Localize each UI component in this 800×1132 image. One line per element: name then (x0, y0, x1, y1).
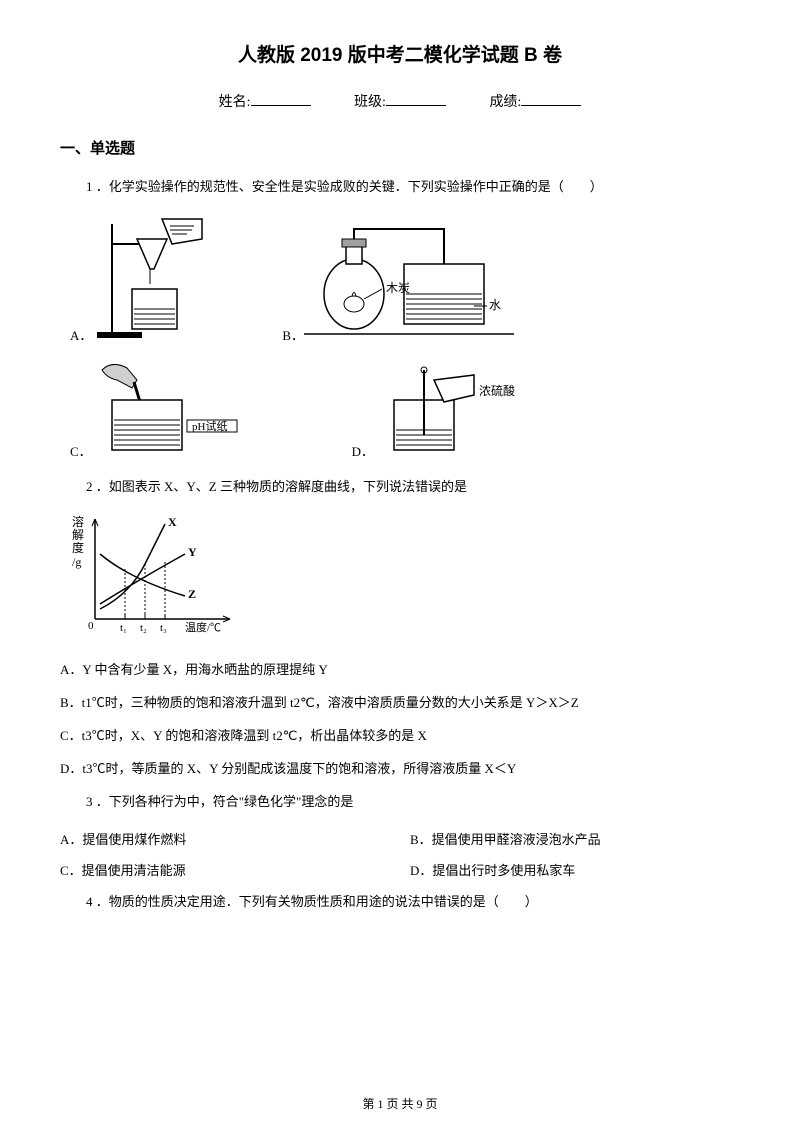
q1-label-a: A． (70, 325, 92, 344)
svg-text:木炭: 木炭 (386, 281, 410, 295)
q3-opt-b: B．提倡使用甲醛溶液浸泡水产品 (410, 829, 601, 848)
svg-text:溶: 溶 (72, 514, 84, 529)
q1-opt-b: B． 木炭 水 (282, 224, 514, 344)
q1-img-a (92, 214, 222, 344)
q2-opt-b: B．t1℃时，三种物质的饱和溶液升温到 t2℃，溶液中溶质质量分数的大小关系是 … (60, 693, 740, 714)
q1-text: 1 ．化学实验操作的规范性、安全性是实验成败的关键．下列实验操作中正确的是（ ） (60, 176, 740, 198)
svg-text:t₂: t₂ (140, 622, 147, 634)
q1-label-c: C． (70, 441, 92, 460)
q2-chart: 溶 解 度 /g 0 t₁ t₂ t₃ 温度/℃ X Y Z (70, 514, 740, 644)
q3-opt-a: A．提倡使用煤作燃料 (60, 829, 350, 848)
score-label: 成绩: (489, 95, 521, 110)
svg-text:0: 0 (88, 620, 94, 632)
q1-row1: A． B． (70, 214, 740, 344)
svg-text:Z: Z (188, 587, 196, 601)
q2-opt-a: A．Y 中含有少量 X，用海水晒盐的原理提纯 Y (60, 660, 740, 681)
svg-text:pH试纸: pH试纸 (192, 420, 227, 433)
q3-row1: A．提倡使用煤作燃料 B．提倡使用甲醛溶液浸泡水产品 (60, 829, 740, 848)
page-title: 人教版 2019 版中考二模化学试题 B 卷 (60, 40, 740, 67)
svg-text:度: 度 (72, 540, 84, 555)
class-label: 班级: (354, 95, 386, 110)
q3-opt-d: D．提倡出行时多使用私家车 (410, 860, 575, 879)
q1-label-b: B． (282, 325, 304, 344)
q4-text: 4 ．物质的性质决定用途．下列有关物质性质和用途的说法中错误的是（ ） (60, 891, 740, 913)
q1-img-d: 浓硫酸 (374, 360, 524, 460)
name-label: 姓名: (219, 95, 251, 110)
q3-opt-c: C．提倡使用清洁能源 (60, 860, 350, 879)
q3-text: 3 ．下列各种行为中，符合"绿色化学"理念的是 (60, 791, 740, 813)
q2-text: 2 ．如图表示 X、Y、Z 三种物质的溶解度曲线，下列说法错误的是 (60, 476, 740, 498)
score-blank (521, 105, 581, 106)
svg-text:X: X (168, 515, 177, 529)
svg-text:t₃: t₃ (160, 622, 167, 634)
info-line: 姓名: 班级: 成绩: (60, 91, 740, 111)
class-blank (386, 105, 446, 106)
svg-text:/g: /g (72, 555, 81, 569)
svg-text:浓硫酸: 浓硫酸 (479, 383, 515, 398)
q1-img-c: pH试纸 (92, 360, 252, 460)
q1-label-d: D． (352, 441, 374, 460)
q1-row2: C． pH试纸 D． 浓硫酸 (70, 360, 740, 460)
q1-img-b: 木炭 水 (304, 224, 514, 344)
page-footer: 第 1 页 共 9 页 (0, 1095, 800, 1112)
q1-opt-d: D． 浓硫酸 (352, 360, 524, 460)
q1-opt-a: A． (70, 214, 222, 344)
name-blank (251, 105, 311, 106)
svg-text:t₁: t₁ (120, 622, 127, 634)
svg-text:温度/℃: 温度/℃ (185, 620, 221, 634)
svg-text:水: 水 (489, 298, 501, 312)
section-heading: 一、单选题 (60, 137, 740, 158)
q3-row2: C．提倡使用清洁能源 D．提倡出行时多使用私家车 (60, 860, 740, 879)
svg-text:Y: Y (188, 545, 197, 559)
q2-opt-c: C．t3℃时，X、Y 的饱和溶液降温到 t2℃，析出晶体较多的是 X (60, 726, 740, 747)
q1-opt-c: C． pH试纸 (70, 360, 252, 460)
svg-text:解: 解 (72, 528, 84, 542)
q2-opt-d: D．t3℃时，等质量的 X、Y 分别配成该温度下的饱和溶液，所得溶液质量 X＜Y (60, 759, 740, 780)
